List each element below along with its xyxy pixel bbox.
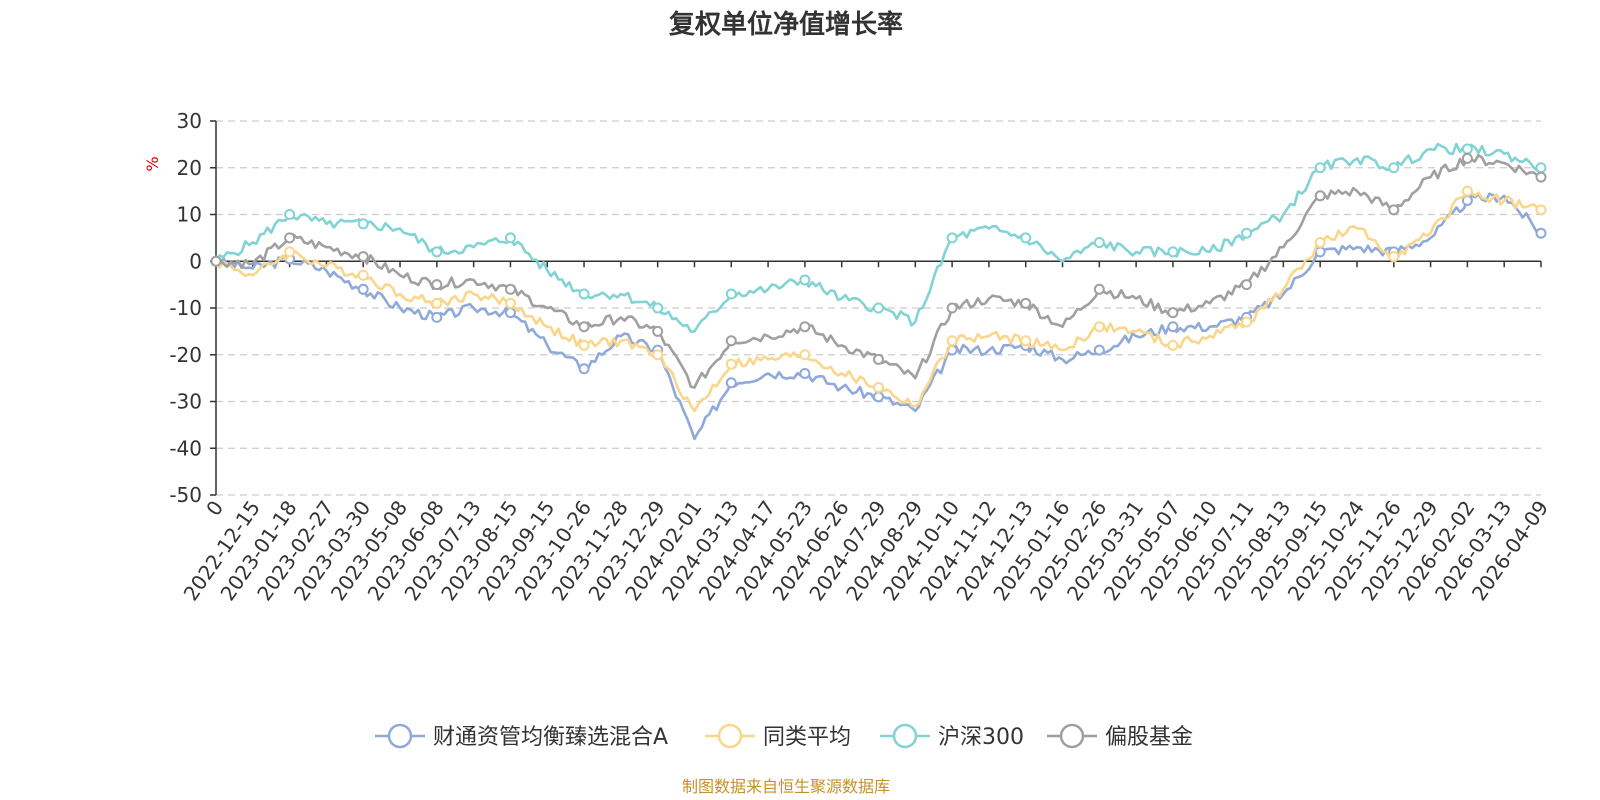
data-point bbox=[1314, 237, 1326, 249]
y-axis-unit: % bbox=[143, 156, 162, 171]
data-point bbox=[504, 283, 516, 295]
y-tick-label: 20 bbox=[177, 156, 202, 180]
data-point bbox=[1314, 162, 1326, 174]
data-point bbox=[1535, 171, 1547, 183]
data-point bbox=[725, 377, 737, 389]
y-tick-label: 0 bbox=[189, 249, 202, 273]
data-point bbox=[431, 297, 443, 309]
data-point bbox=[725, 358, 737, 370]
data-point bbox=[1388, 204, 1400, 216]
legend-item[interactable]: 偏股基金 bbox=[1047, 723, 1193, 750]
data-point bbox=[1241, 227, 1253, 239]
data-point bbox=[504, 307, 516, 319]
data-point bbox=[357, 251, 369, 263]
data-point bbox=[652, 302, 664, 314]
legend-item[interactable]: 财通资管均衡臻选混合A bbox=[375, 723, 668, 750]
y-tick-label: -10 bbox=[169, 296, 202, 320]
data-point bbox=[799, 274, 811, 286]
legend-marker bbox=[387, 723, 413, 749]
data-point bbox=[873, 391, 884, 403]
data-point bbox=[431, 246, 443, 258]
data-point bbox=[1241, 279, 1253, 291]
legend-item[interactable]: 同类平均 bbox=[705, 723, 851, 750]
legend-label: 同类平均 bbox=[763, 725, 851, 750]
legend-marker bbox=[1059, 723, 1085, 749]
data-point bbox=[210, 255, 222, 267]
data-point bbox=[946, 335, 958, 347]
data-point bbox=[357, 218, 369, 230]
data-point bbox=[1461, 143, 1473, 155]
data-point bbox=[1020, 335, 1032, 347]
data-point bbox=[578, 288, 590, 300]
data-point bbox=[1093, 237, 1105, 249]
data-point bbox=[1535, 162, 1547, 174]
data-point bbox=[431, 279, 443, 291]
series-line bbox=[214, 189, 1542, 413]
data-point bbox=[946, 232, 958, 244]
data-point bbox=[799, 321, 811, 333]
legend-marker bbox=[717, 723, 743, 749]
legend-marker bbox=[892, 723, 918, 749]
x-axis-ticks: 02022-12-152023-01-182023-02-272023-03-3… bbox=[179, 261, 1553, 605]
data-point bbox=[504, 232, 516, 244]
data-point bbox=[725, 288, 737, 300]
data-point bbox=[1167, 339, 1179, 351]
legend[interactable]: 财通资管均衡臻选混合A 同类平均 沪深300 偏股基金 bbox=[375, 723, 1193, 750]
data-point bbox=[725, 335, 737, 347]
data-point bbox=[652, 325, 664, 337]
y-tick-label: -20 bbox=[169, 343, 202, 367]
data-point bbox=[1093, 283, 1105, 295]
data-point bbox=[799, 349, 811, 361]
data-point bbox=[504, 297, 516, 309]
data-point bbox=[1314, 190, 1326, 202]
data-point bbox=[578, 321, 590, 333]
y-tick-label: -30 bbox=[169, 390, 202, 414]
data-point bbox=[284, 209, 296, 220]
legend-label: 财通资管均衡臻选混合A bbox=[433, 725, 668, 750]
data-point bbox=[578, 339, 590, 351]
y-tick-label: -50 bbox=[169, 483, 202, 507]
data-point bbox=[1461, 185, 1473, 197]
data-point bbox=[1020, 297, 1032, 309]
data-point bbox=[1314, 246, 1326, 258]
data-point bbox=[1167, 307, 1179, 319]
y-tick-label: 30 bbox=[177, 109, 202, 133]
y-tick-label: -40 bbox=[169, 436, 202, 460]
data-point bbox=[873, 302, 884, 314]
data-point bbox=[1388, 162, 1400, 174]
chart-title: 复权单位净值增长率 bbox=[669, 9, 903, 40]
data-point bbox=[284, 246, 296, 258]
data-point bbox=[1093, 321, 1105, 333]
data-point bbox=[799, 367, 811, 379]
data-point bbox=[1461, 152, 1473, 164]
x-tick-label: 0 bbox=[201, 496, 228, 520]
y-tick-label: 10 bbox=[177, 203, 202, 227]
data-point bbox=[1535, 204, 1547, 216]
data-point bbox=[357, 283, 369, 295]
series-line bbox=[215, 153, 1542, 389]
data-point bbox=[946, 302, 958, 314]
data-point bbox=[1093, 344, 1105, 356]
legend-label: 沪深300 bbox=[938, 725, 1024, 750]
series-lines bbox=[210, 142, 1547, 441]
data-point bbox=[873, 381, 884, 393]
data-point bbox=[1535, 227, 1547, 239]
data-point bbox=[652, 349, 664, 361]
y-axis-ticks: 30 20 10 0 -10 -20 -30 -40 -50 bbox=[169, 109, 216, 507]
data-source-note: 制图数据来自恒生聚源数据库 bbox=[682, 777, 890, 796]
data-point bbox=[1167, 246, 1179, 258]
legend-label: 偏股基金 bbox=[1105, 725, 1193, 750]
data-point bbox=[1241, 316, 1253, 328]
data-point bbox=[284, 232, 296, 244]
data-point bbox=[1167, 321, 1179, 333]
data-point bbox=[578, 363, 590, 375]
data-point bbox=[1388, 251, 1400, 263]
legend-item[interactable]: 沪深300 bbox=[880, 723, 1024, 750]
data-point bbox=[357, 269, 369, 281]
data-point bbox=[873, 353, 884, 365]
data-point bbox=[431, 311, 443, 323]
data-point bbox=[1020, 232, 1032, 244]
